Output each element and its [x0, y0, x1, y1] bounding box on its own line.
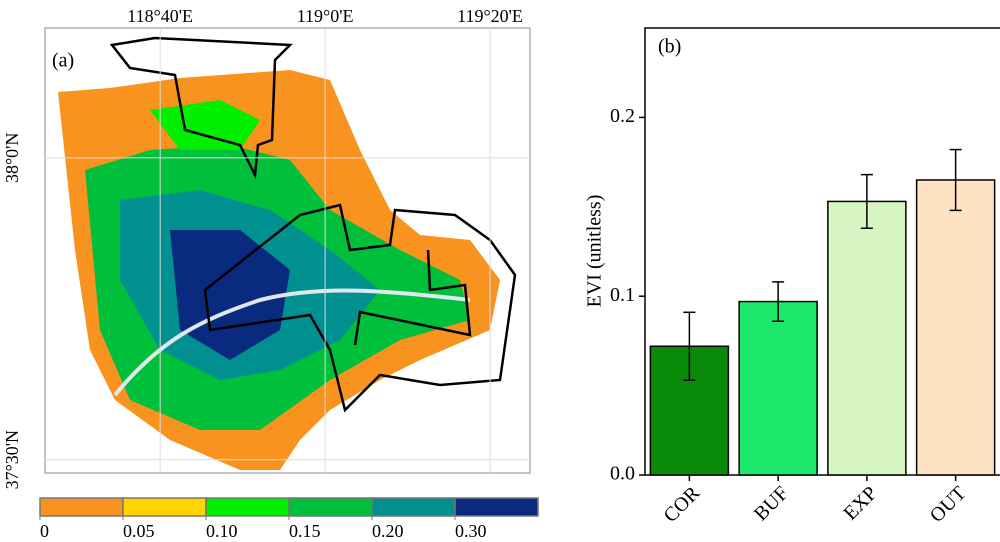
colorbar-label: 0.10	[206, 521, 238, 541]
lon-label: 118°40'E	[127, 6, 193, 26]
x-tick-label: BUF	[750, 482, 793, 525]
colorbar-label: 0.20	[372, 521, 404, 541]
map-zone	[170, 230, 290, 360]
colorbar-label: 0.05	[123, 521, 155, 541]
lat-label: 37°30'N	[2, 430, 22, 489]
panel-label: (b)	[658, 36, 681, 58]
map-frame	[44, 27, 531, 474]
colorbar-segment	[39, 497, 124, 517]
colorbar-segment	[454, 497, 539, 517]
colorbar-segment	[288, 497, 373, 517]
boundary	[109, 36, 293, 180]
colorbar-segment	[205, 497, 290, 517]
y-tick-label: 0.1	[610, 284, 635, 306]
map-zone	[150, 100, 260, 150]
y-tick-label: 0.0	[610, 463, 635, 485]
x-tick-label: EXP	[839, 482, 881, 524]
lat-label: 38°0'N	[2, 133, 22, 183]
plot-frame	[644, 27, 1000, 476]
colorbar-label: 0	[40, 521, 49, 541]
bar	[915, 179, 996, 476]
x-tick-label: COR	[660, 482, 705, 527]
boundary	[353, 249, 472, 346]
y-tick-label: 0.2	[610, 105, 635, 127]
colorbar-segment	[122, 497, 207, 517]
y-axis-label: EVI (unitless)	[584, 195, 606, 308]
lon-label: 119°0'E	[297, 6, 354, 26]
colorbar-label: 0.15	[289, 521, 321, 541]
lon-label: 119°20'E	[457, 6, 523, 26]
river	[113, 288, 471, 397]
bar	[738, 300, 818, 476]
colorbar-label: 0.30	[455, 521, 487, 541]
bar	[827, 200, 907, 476]
colorbar-segment	[371, 497, 456, 517]
x-tick-label: OUT	[926, 482, 971, 527]
map-art	[58, 36, 517, 470]
boundary	[203, 203, 517, 413]
panel-label: (a)	[52, 50, 74, 72]
